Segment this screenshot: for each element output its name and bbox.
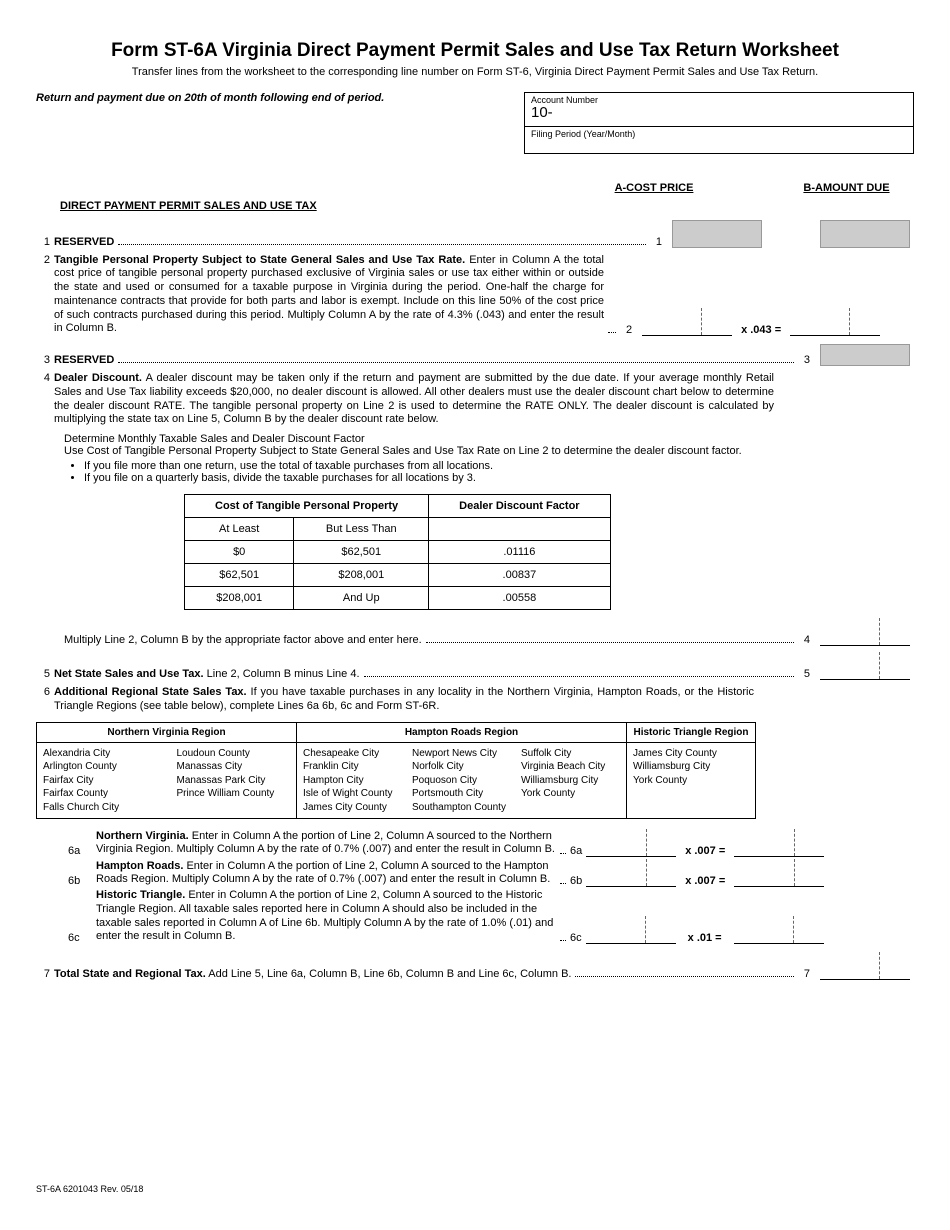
ht-col1: James City CountyWilliamsburg CityYork C… <box>627 742 756 819</box>
hr-col2: Newport News CityNorfolk CityPoquoson Ci… <box>412 747 511 815</box>
filing-period-label: Filing Period (Year/Month) <box>531 129 907 139</box>
line-6a: 6a Northern Virginia. Enter in Column A … <box>68 829 914 857</box>
line-1: 1 RESERVED 1 <box>36 220 914 248</box>
form-subtitle: Transfer lines from the worksheet to the… <box>36 66 914 78</box>
column-a-head: A-COST PRICE <box>569 182 739 194</box>
line1-col-b <box>820 220 910 248</box>
region-table: Northern Virginia Region Hampton Roads R… <box>36 722 756 820</box>
determine-text: Use Cost of Tangible Personal Property S… <box>64 445 764 457</box>
bullet-1: If you file more than one return, use th… <box>84 460 914 472</box>
line3-col-b <box>820 344 910 366</box>
footer-rev: ST-6A 6201043 Rev. 05/18 <box>36 1184 143 1194</box>
line1-col-a <box>672 220 762 248</box>
filing-period-box[interactable]: Filing Period (Year/Month) <box>524 127 914 154</box>
line4-col-b[interactable] <box>820 618 910 646</box>
account-number-box[interactable]: Account Number 10- <box>524 92 914 127</box>
line-4: 4 Dealer Discount. A dealer discount may… <box>36 372 914 427</box>
line-3: 3 RESERVED 3 <box>36 344 914 366</box>
line7-col-b[interactable] <box>820 952 910 980</box>
nv-col2: Loudoun CountyManassas CityManassas Park… <box>177 747 291 815</box>
line-6c: 6c Historic Triangle. Enter in Column A … <box>68 889 914 944</box>
line-6: 6 Additional Regional State Sales Tax. I… <box>36 686 914 714</box>
column-b-head: B-AMOUNT DUE <box>779 182 914 194</box>
line-2: 2 Tangible Personal Property Subject to … <box>36 254 914 337</box>
nv-col1: Alexandria CityArlington CountyFairfax C… <box>43 747 157 815</box>
hr-col3: Suffolk CityVirginia Beach CityWilliamsb… <box>521 747 620 815</box>
line6a-col-b[interactable] <box>734 829 824 857</box>
discount-table: Cost of Tangible Personal Property Deale… <box>184 494 611 610</box>
line-5: 5 Net State Sales and Use Tax. Line 2, C… <box>36 652 914 680</box>
line-7: 7 Total State and Regional Tax. Add Line… <box>36 952 914 980</box>
bullet-2: If you file on a quarterly basis, divide… <box>84 472 914 484</box>
line6b-col-b[interactable] <box>734 859 824 887</box>
section-head: DIRECT PAYMENT PERMIT SALES AND USE TAX <box>60 200 914 212</box>
account-number-prefix: 10- <box>531 105 907 122</box>
form-title: Form ST-6A Virginia Direct Payment Permi… <box>36 40 914 62</box>
line-4-result: Multiply Line 2, Column B by the appropr… <box>36 618 914 646</box>
due-note: Return and payment due on 20th of month … <box>36 92 504 104</box>
line5-col-b[interactable] <box>820 652 910 680</box>
account-number-label: Account Number <box>531 95 907 105</box>
line6c-col-b[interactable] <box>734 916 824 944</box>
determine-head: Determine Monthly Taxable Sales and Deal… <box>64 433 914 445</box>
line6a-col-a[interactable] <box>586 829 676 857</box>
hr-col1: Chesapeake CityFranklin CityHampton City… <box>303 747 402 815</box>
line6b-col-a[interactable] <box>586 859 676 887</box>
line6c-col-a[interactable] <box>586 916 676 944</box>
line-6b: 6b Hampton Roads. Enter in Column A the … <box>68 859 914 887</box>
line2-col-a[interactable] <box>642 308 732 336</box>
line2-col-b[interactable] <box>790 308 880 336</box>
